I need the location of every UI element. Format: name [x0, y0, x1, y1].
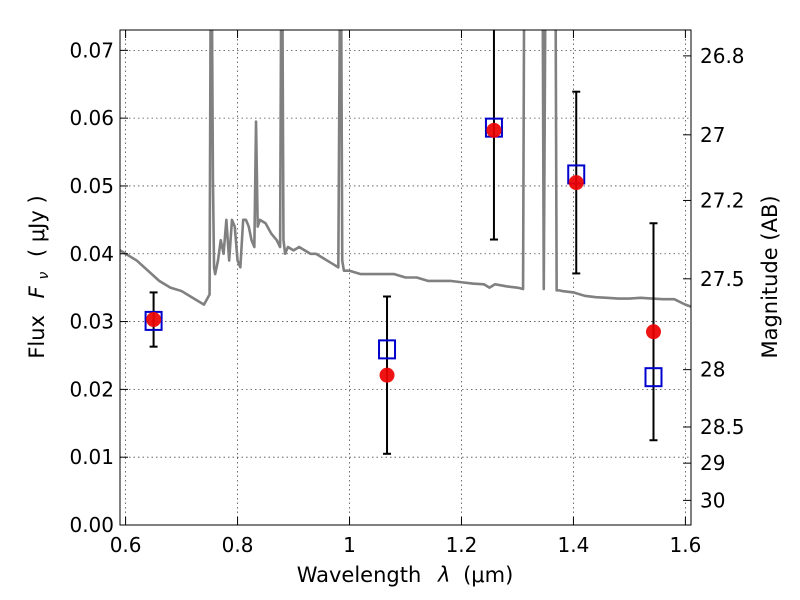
x-axis-label-text: Wavelength — [297, 563, 422, 587]
x-tick-label: 0.8 — [222, 533, 254, 557]
model-photometry-square — [378, 339, 397, 360]
model-photometry-square — [644, 367, 663, 388]
x-tick-label: 1.4 — [558, 533, 590, 557]
model-photometry-square — [144, 310, 163, 331]
y-axis-label-symbol: F — [25, 285, 49, 298]
plot-frame — [119, 29, 692, 526]
x-axis-label-unit: (μm) — [463, 563, 513, 587]
x-tick-label: 0.6 — [110, 533, 142, 557]
y-tick-label: 0.07 — [69, 38, 114, 62]
y-tick-label: 0.02 — [69, 377, 114, 401]
y-tick-label: 0.01 — [69, 445, 114, 469]
y2-tick-label: 30 — [700, 488, 725, 512]
y2-tick-label: 29 — [700, 451, 725, 475]
model-spectrum-line — [120, 30, 691, 308]
y-tick-label: 0.03 — [69, 310, 114, 334]
y2-tick-label: 27.5 — [700, 267, 745, 291]
x-tick-label: 1 — [343, 533, 356, 557]
y-axis-label-unit: ( μJy ) — [25, 195, 49, 257]
y-axis-label: Flux F ν ( μJy ) — [25, 195, 53, 358]
y2-tick-label: 28 — [700, 358, 725, 382]
y-tick-label: 0.05 — [69, 174, 114, 198]
x-axis-label-symbol: λ — [437, 563, 450, 587]
observed-flux-point — [645, 324, 661, 340]
ticks: 0.6 0.8 1 1.2 1.4 1.6 0.00 0.01 0.02 0.03 0.04 0.05… — [69, 30, 745, 557]
y2-axis-label: Magnitude (AB) — [758, 195, 782, 358]
y2-tick-label: 27 — [700, 123, 725, 147]
y-tick-label: 0.04 — [69, 242, 114, 266]
y-axis-label-sub: ν — [36, 272, 52, 280]
observed-flux-point — [568, 175, 584, 191]
y2-tick-label: 27.2 — [700, 188, 745, 212]
grid — [120, 30, 691, 525]
observed-flux-point — [486, 122, 502, 138]
data-layer — [120, 30, 691, 455]
x-tick-label: 1.2 — [446, 533, 478, 557]
x-axis-label: Wavelength λ (μm) — [297, 563, 514, 587]
y-axis-label-text: Flux — [25, 315, 49, 359]
y2-tick-label: 28.5 — [700, 415, 745, 439]
y2-tick-label: 26.8 — [700, 44, 745, 68]
y-tick-label: 0.06 — [69, 106, 114, 130]
observed-flux-point — [146, 312, 162, 328]
y-tick-label: 0.00 — [69, 513, 114, 537]
observed-flux-point — [379, 367, 395, 383]
x-tick-label: 1.6 — [669, 533, 701, 557]
